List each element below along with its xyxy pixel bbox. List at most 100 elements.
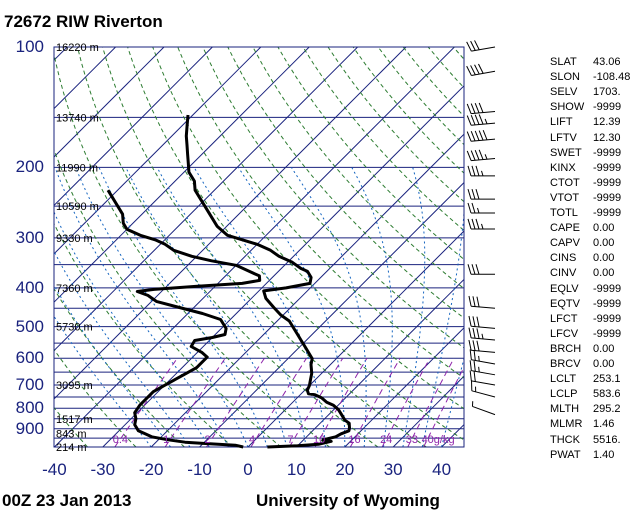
pressure-tick-label: 900: [15, 418, 44, 438]
wind-barb: [471, 380, 496, 398]
index-row: SLON -108.48: [550, 71, 640, 86]
moist-adiabat: [290, 167, 367, 447]
pressure-tick-label: 700: [15, 375, 44, 395]
index-key: LCLT: [550, 373, 577, 386]
pressure-tick-label: 300: [15, 227, 44, 247]
mixing-ratio-line: [407, 358, 455, 447]
index-key: MLTH: [550, 403, 580, 416]
index-value: 0.00: [593, 267, 615, 280]
index-row: SELV 1703.: [550, 86, 640, 101]
index-key: LFCT: [550, 312, 578, 325]
index-value: 0.00: [593, 237, 615, 250]
mixing-ratio-label: 1: [163, 434, 169, 446]
mixing-ratio-label: 10: [313, 434, 325, 446]
temperature-tick-label: 20: [335, 460, 355, 479]
index-key: CTOT: [550, 176, 580, 189]
isotherm-line: [102, 85, 464, 447]
dewpoint-profile: [106, 189, 262, 449]
temperature-tick-label: 40: [432, 460, 452, 479]
height-label: 5730 m: [56, 322, 93, 334]
index-key: BRCV: [550, 358, 581, 370]
moist-adiabat: [54, 250, 191, 447]
wind-barb: [469, 370, 496, 386]
dry-adiabat: [54, 148, 282, 447]
moist-adiabat: [125, 167, 288, 447]
index-row: EQTV -9999: [550, 298, 640, 313]
mixing-ratio-line: [381, 358, 431, 447]
index-row: MLMR 1.46: [550, 418, 640, 433]
index-value: 43.06: [593, 56, 621, 68]
wind-barb: [468, 315, 496, 329]
wind-barb: [467, 202, 495, 214]
index-value: -9999: [593, 207, 622, 219]
mixing-ratio-line: [206, 358, 265, 447]
dry-adiabat: [227, 47, 464, 319]
index-row: LFCV -9999: [550, 328, 640, 343]
isotherm-line: [54, 47, 407, 400]
moist-adiabat: [156, 167, 307, 447]
index-row: CAPV 0.00: [550, 237, 640, 252]
mixing-ratio-line: [250, 358, 307, 447]
temperature-tick-label: 10: [286, 460, 306, 479]
index-row: BRCV 0.00: [550, 358, 640, 373]
pressure-tick-label: 500: [15, 316, 44, 336]
height-label: 9330 m: [56, 233, 93, 245]
moist-adiabat: [193, 167, 326, 447]
dry-adiabat: [77, 47, 379, 447]
height-label: 843 m: [56, 428, 87, 440]
source-label: University of Wyoming: [256, 491, 440, 510]
index-value: -9999: [593, 282, 622, 295]
moist-adiabat: [54, 284, 171, 447]
pressure-tick-label: 800: [15, 398, 44, 418]
index-value: 253.1: [593, 373, 621, 386]
index-row: SLAT 43.06: [550, 56, 640, 71]
index-key: SELV: [550, 86, 578, 99]
temperature-tick-label: -10: [187, 460, 212, 479]
wind-barb: [471, 401, 496, 416]
moist-adiabat: [54, 167, 230, 447]
height-label: 11990 m: [56, 162, 98, 174]
index-row: CAPE 0.00: [550, 222, 640, 237]
index-key: VTOT: [550, 191, 580, 204]
mixing-ratio-label: 16: [348, 434, 360, 446]
index-row: MLTH 295.2: [550, 403, 640, 418]
wind-barb: [467, 188, 495, 200]
height-label: 16220 m: [56, 42, 99, 54]
wind-barb: [469, 360, 496, 376]
dry-adiabat: [202, 47, 464, 349]
wind-barb: [468, 295, 496, 309]
plot-frame: [53, 46, 465, 448]
temperature-tick-label: -40: [42, 460, 67, 479]
mixing-ratio-line: [164, 358, 226, 447]
temperature-tick-label: -20: [138, 460, 164, 479]
isotherm-line: [150, 133, 464, 447]
index-value: 0.00: [593, 252, 615, 265]
index-row: THCK 5516.: [550, 434, 640, 449]
index-key: LIFT: [550, 116, 573, 129]
station-title: 72672 RIW Riverton: [4, 12, 163, 31]
index-value: -9999: [593, 191, 622, 204]
index-value: 12.39: [593, 116, 621, 129]
index-key: SLAT: [550, 56, 577, 68]
height-label: 10590 m: [56, 201, 99, 213]
index-key: PWAT: [550, 448, 581, 461]
index-row: SWET -9999: [550, 147, 640, 162]
index-value: 12.30: [593, 131, 621, 144]
dry-adiabat: [252, 47, 464, 290]
wind-barb: [466, 149, 496, 162]
index-row: PWAT 1.40: [550, 449, 640, 464]
isotherm-line: [247, 230, 464, 447]
index-key: CAPE: [550, 222, 580, 235]
dry-adiabat: [54, 51, 330, 447]
index-row: LFTV 12.30: [550, 132, 640, 147]
wind-barb: [466, 114, 496, 126]
temperature-tick-label: -30: [90, 460, 116, 479]
index-key: MLMR: [550, 418, 583, 431]
index-key: SLON: [550, 71, 580, 84]
height-label: 214 m: [56, 442, 87, 454]
index-row: LCLP 583.6: [550, 388, 640, 403]
height-label: 7360 m: [56, 283, 93, 295]
wind-barb: [466, 129, 496, 142]
index-value: 5516.: [593, 433, 621, 446]
